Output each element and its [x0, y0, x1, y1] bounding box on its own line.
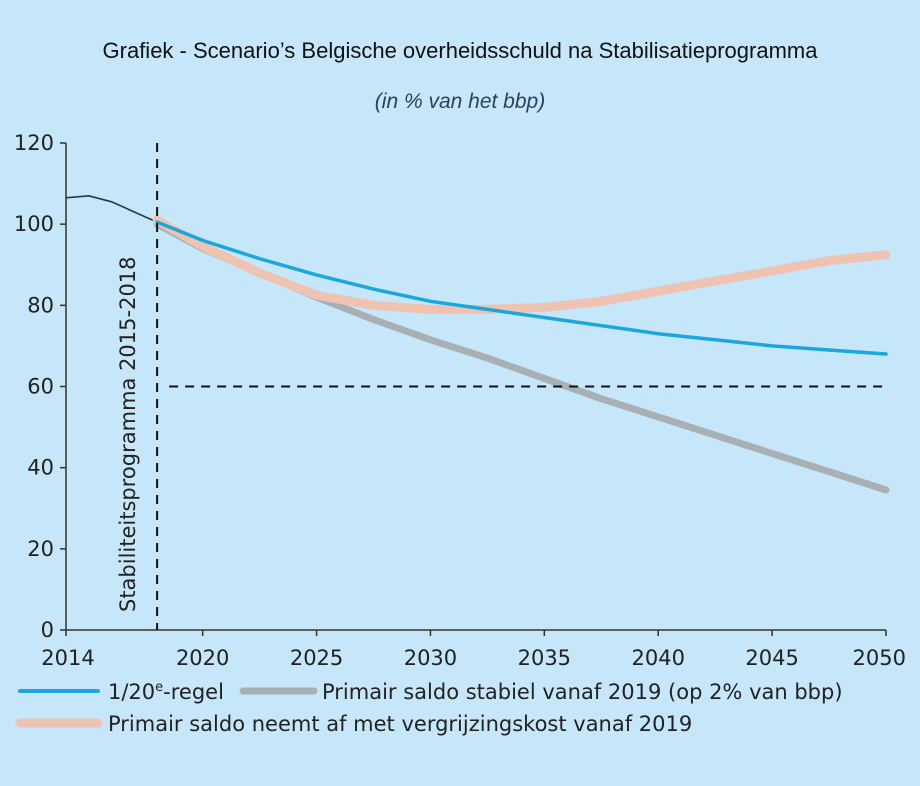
- chart-subtitle: (in % van het bbp): [374, 90, 546, 113]
- series-line-1: [155, 220, 888, 356]
- legend: 1/20e-regel Primair saldo stabiel vanaf 2…: [15, 680, 843, 736]
- y-tick-label: 80: [27, 293, 54, 317]
- y-tick-label: 40: [27, 456, 54, 480]
- y-tick-label: 60: [27, 375, 54, 399]
- y-tick-label: 20: [27, 537, 54, 561]
- series-line-historisch: [65, 194, 158, 223]
- legend-label-2: Primair saldo stabiel vanaf 2019 (op 2% …: [322, 680, 843, 704]
- x-tick-label: 2035: [518, 646, 571, 670]
- x-tick-label: 2020: [176, 646, 229, 670]
- y-tick-label: 120: [14, 131, 54, 155]
- chart-title: Grafiek - Scenario’s Belgische overheids…: [102, 38, 818, 63]
- x-tick-label: 2040: [631, 646, 684, 670]
- x-tick-label: 2014: [41, 646, 94, 670]
- reference-lines: Stabiliteitsprogramma 2015-2018: [116, 143, 886, 630]
- y-tick-label: 0: [41, 618, 54, 642]
- legend-label-1: 1/20e-regel: [108, 680, 224, 704]
- series-line-3: [152, 215, 891, 314]
- y-tick-label: 100: [14, 212, 54, 236]
- series-layer: [65, 194, 891, 494]
- x-tick-label: 2030: [404, 646, 457, 670]
- series-line-2: [153, 220, 890, 494]
- x-tick-label: 2045: [745, 646, 798, 670]
- vertical-reference-label: Stabiliteitsprogramma 2015-2018: [116, 256, 140, 612]
- legend-label-3: Primair saldo neemt af met vergrijzingsk…: [108, 712, 692, 736]
- x-tick-label: 2050: [853, 646, 906, 670]
- x-tick-label: 2025: [290, 646, 343, 670]
